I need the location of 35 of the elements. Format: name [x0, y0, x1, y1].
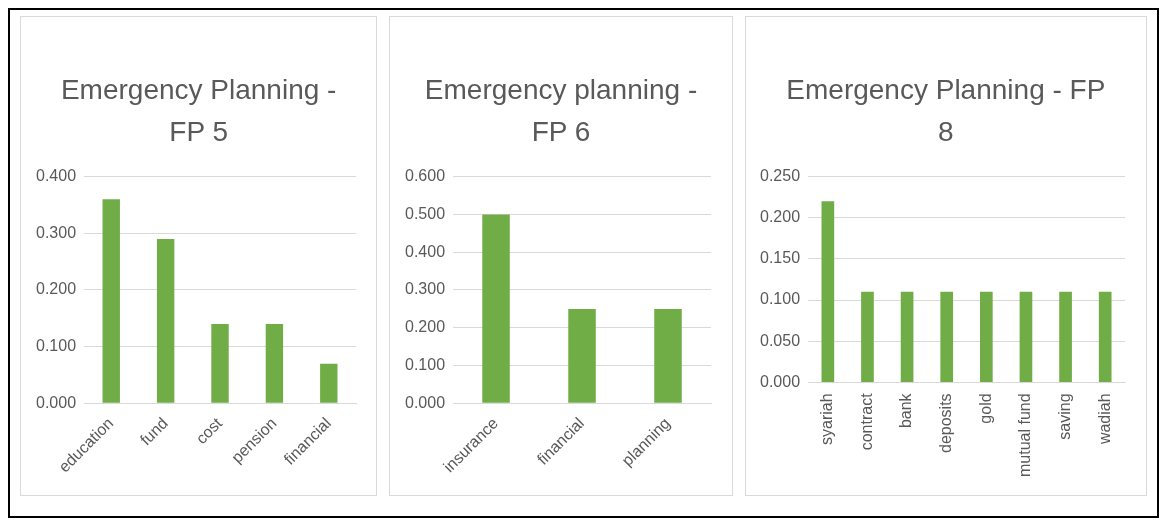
x-tick-label: cost	[192, 413, 226, 448]
y-tick-label: 0.200	[405, 318, 446, 336]
y-tick-label: 0.000	[760, 372, 801, 390]
x-tick-label: syariah	[818, 393, 836, 445]
bar	[102, 199, 120, 403]
y-tick-label: 0.500	[405, 204, 446, 222]
x-tick-label: deposits	[937, 393, 955, 453]
y-tick-label: 0.000	[405, 393, 446, 411]
y-tick-label: 0.200	[35, 280, 76, 298]
y-tick-label: 0.250	[760, 167, 801, 185]
x-tick-label: bank	[897, 392, 915, 429]
bar	[265, 323, 283, 403]
y-tick-label: 0.400	[405, 242, 446, 260]
y-tick-label: 0.100	[760, 290, 801, 308]
y-tick-label: 0.200	[760, 208, 801, 226]
chart-title: Emergency Planning - FP 8	[785, 73, 1107, 149]
y-tick-label: 0.100	[405, 355, 446, 373]
y-tick-label: 0.300	[35, 223, 76, 241]
y-tick-label: 0.600	[405, 167, 446, 185]
y-tick-label: 0.300	[405, 280, 446, 298]
x-tick-label: wadiah	[1095, 393, 1113, 446]
y-tick-label: 0.000	[35, 393, 76, 411]
y-tick-label: 0.150	[760, 249, 801, 267]
x-tick-label: gold	[977, 393, 995, 424]
bar	[319, 363, 338, 403]
chart-title: Emergency planning - FP 6	[423, 73, 699, 149]
bar	[156, 238, 174, 403]
chart-title: Emergency Planning - FP 5	[59, 73, 338, 149]
x-tick-label: contract	[858, 392, 876, 451]
y-tick-label: 0.100	[35, 337, 76, 355]
bar	[210, 323, 229, 403]
y-tick-label: 0.400	[35, 167, 76, 185]
x-tick-label: saving	[1056, 393, 1074, 440]
y-tick-label: 0.050	[760, 331, 801, 349]
x-tick-label: mutual fund	[1016, 393, 1034, 477]
